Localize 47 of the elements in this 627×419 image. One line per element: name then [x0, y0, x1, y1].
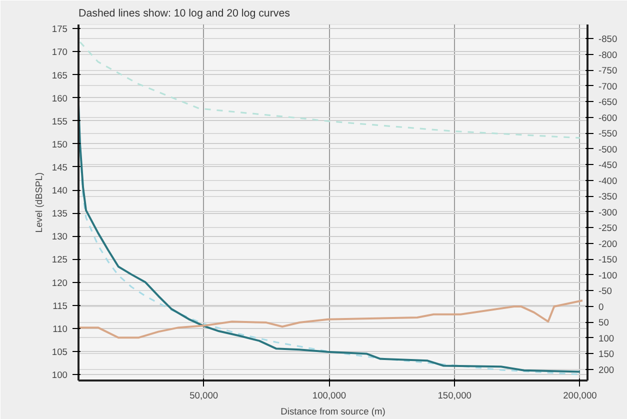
- y-tick-label: 100: [52, 370, 68, 380]
- y-axis-title: Level (dBSPL): [34, 172, 44, 233]
- y-tick-label: 115: [52, 300, 68, 311]
- y2-tick-label: 50: [598, 318, 609, 328]
- y-tick-label: 125: [52, 254, 68, 265]
- y-tick-label: 120: [52, 278, 68, 288]
- y-tick-label: 135: [52, 208, 68, 219]
- y2-tick-label: 0: [598, 302, 604, 312]
- y-tick-label: 150: [52, 139, 68, 150]
- y2-tick-label: -50: [598, 286, 612, 296]
- y2-tick-label: -450: [598, 160, 618, 170]
- y-tick-label: 105: [52, 346, 68, 357]
- y-tick-label: 140: [52, 186, 68, 196]
- y2-tick-label: -150: [598, 254, 618, 265]
- line-series: [79, 41, 581, 139]
- y2-tick-label: -600: [598, 112, 618, 123]
- y-tick-label: 170: [52, 47, 68, 58]
- x-axis-title: Distance from source (m): [280, 406, 386, 416]
- x-tick-label: 50,000: [190, 390, 218, 400]
- y2-tick-label: 150: [598, 349, 614, 360]
- y2-tick-label: -500: [598, 144, 618, 154]
- y2-tick-label: -800: [598, 50, 618, 60]
- x-tick-label: 150,000: [438, 390, 472, 400]
- y2-tick-label: 200: [598, 364, 614, 375]
- x-tick-label: 100,000: [312, 390, 346, 400]
- y2-tick-label: -100: [598, 270, 618, 280]
- y2-tick-label: -250: [598, 223, 618, 234]
- y2-tick-label: -300: [598, 207, 618, 218]
- y2-tick-label: -700: [598, 81, 618, 92]
- y-tick-label: 165: [52, 70, 68, 80]
- y-tick-label: 130: [52, 232, 68, 242]
- line-series: [78, 299, 584, 339]
- y2-tick-label: -350: [598, 192, 618, 202]
- y2-tick-label: -750: [598, 66, 618, 76]
- y2-tick-label: -550: [598, 128, 618, 139]
- y-tick-label: 110: [52, 324, 68, 334]
- y-tick-label: 145: [52, 162, 68, 172]
- y-tick-label: 155: [52, 116, 68, 126]
- y2-tick-label: 100: [598, 333, 614, 344]
- chart-title: Dashed lines show: 10 log and 20 log curves: [78, 8, 290, 20]
- y2-tick-label: -650: [598, 97, 618, 108]
- x-tick-label: 200,000: [563, 390, 597, 400]
- y2-tick-label: -200: [598, 238, 618, 249]
- y2-tick-label: -400: [598, 176, 618, 186]
- y2-tick-label: -850: [598, 34, 618, 44]
- y-tick-label: 160: [52, 93, 68, 104]
- y-tick-label: 175: [52, 24, 68, 34]
